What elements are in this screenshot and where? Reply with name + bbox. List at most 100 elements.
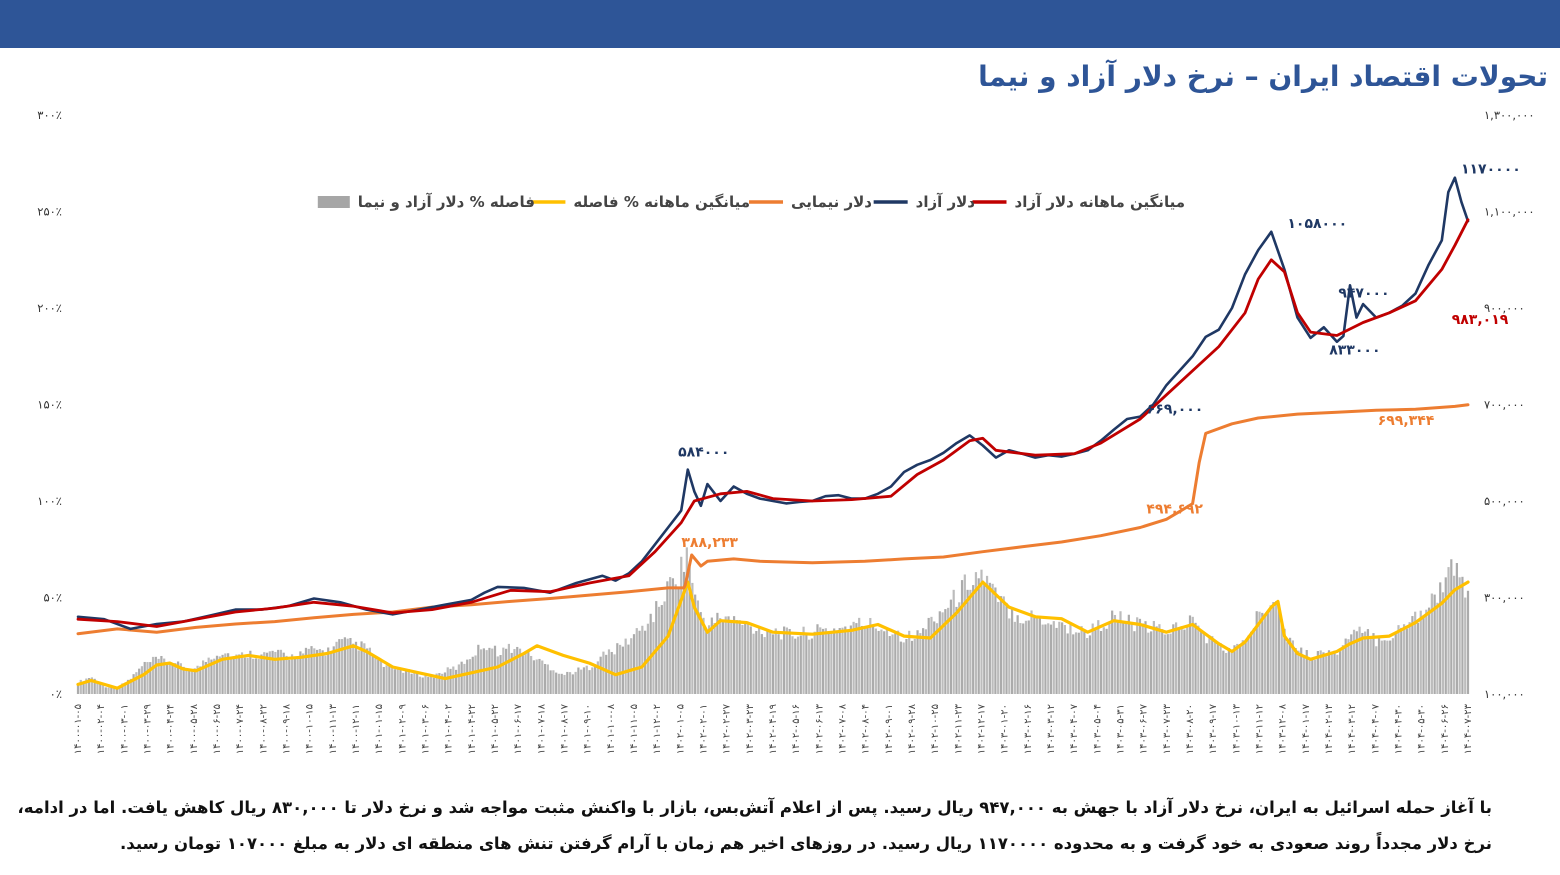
gap-bar <box>1258 611 1261 694</box>
gap-bar <box>466 659 469 694</box>
gap-bar <box>1397 625 1400 694</box>
annotation-label: ۱۱۷۰۰۰۰ <box>1461 162 1521 178</box>
gap-bar <box>527 650 530 694</box>
gap-bar <box>774 628 777 694</box>
gap-bar <box>1111 610 1114 694</box>
gap-bar <box>343 637 346 694</box>
gap-bar <box>110 686 113 694</box>
annotation-label: ۵۸۴۰۰۰ <box>678 444 729 460</box>
gap-bar <box>571 674 574 694</box>
gap-bar <box>641 625 644 694</box>
gap-bar <box>1430 593 1433 694</box>
gap-bar <box>335 641 338 694</box>
x-tick-label: ۱۴۰۱-۰۴-۰۲ <box>444 704 455 754</box>
left-axis-tick-label: ۲۰۰٪ <box>37 301 62 315</box>
gap-bar <box>1439 582 1442 694</box>
gap-bar <box>496 656 499 694</box>
gap-bar <box>1433 594 1436 694</box>
annotation-label: ۹۴۷۰۰۰ <box>1338 285 1389 301</box>
gap-bar <box>1233 645 1236 694</box>
x-tick-label: ۱۴۰۱-۰۲-۰۹ <box>397 704 408 754</box>
gap-bar <box>85 678 88 694</box>
gap-bar <box>933 621 936 694</box>
gap-bar <box>182 666 185 694</box>
gap-bar <box>949 599 953 694</box>
gap-bar <box>938 611 941 694</box>
gap-bar <box>735 620 738 694</box>
x-tick-label: ۱۴۰۰-۰۹-۱۸ <box>282 703 293 754</box>
gap-bar <box>252 658 255 694</box>
gap-bar <box>944 609 947 694</box>
gap-bar <box>296 658 299 694</box>
gap-bar <box>1288 637 1292 694</box>
gap-bar <box>165 662 169 694</box>
gap-bar <box>249 650 252 694</box>
gap-bar <box>1405 628 1408 694</box>
gap-bar <box>568 672 572 694</box>
gap-bar <box>1414 611 1417 694</box>
gap-bar <box>1319 650 1322 694</box>
x-tick-label: ۱۴۰۲-۰۷-۰۸ <box>838 703 849 754</box>
gap-bar <box>385 665 388 694</box>
gap-bar <box>780 639 783 694</box>
x-tick-label: ۱۴۰۴-۰۴-۰۷ <box>1370 703 1381 754</box>
nima-line <box>76 403 1470 636</box>
gap-bar <box>972 585 975 694</box>
x-tick-label: ۱۴۰۳-۰۶-۲۷ <box>1139 703 1150 754</box>
gap-bar <box>1216 643 1219 694</box>
header-bar <box>0 0 1560 48</box>
x-tick-label: ۱۴۰۳-۰۱-۲۰ <box>1000 704 1011 754</box>
gap-bar <box>79 679 82 694</box>
gap-bar <box>980 569 983 694</box>
gap-bar <box>543 663 547 694</box>
gap-bar <box>488 647 491 694</box>
gap-bar <box>1169 633 1172 694</box>
gap-bar <box>329 652 333 694</box>
gap-bar <box>327 647 330 694</box>
gap-bar <box>710 617 713 694</box>
gap-bar <box>1200 631 1203 694</box>
gap-bar <box>824 628 827 694</box>
gap-bar <box>1375 646 1378 694</box>
x-tick-label: ۱۴۰۱-۱۰-۰۸ <box>606 703 617 754</box>
gap-bar <box>1377 638 1381 694</box>
gap-bar <box>766 630 769 694</box>
gap-bar <box>521 655 524 694</box>
gap-bar <box>1163 634 1167 694</box>
gap-bar <box>1124 621 1128 694</box>
x-tick-label: ۱۴۰۲-۰۶-۱۳ <box>814 703 825 754</box>
gap-bar <box>313 648 316 694</box>
x-tick-label: ۱۴۰۲-۱۰-۲۵ <box>930 704 941 754</box>
gap-bar <box>310 646 313 694</box>
gap-bar <box>1019 623 1022 694</box>
gap-bar <box>265 652 269 694</box>
gap-bar <box>1113 614 1117 694</box>
gap-bar <box>1464 597 1467 694</box>
x-tick-label: ۱۴۰۰-۱۱-۱۳ <box>328 703 339 754</box>
gap-bar <box>1005 602 1008 694</box>
gap-bar <box>474 655 477 694</box>
gap-bar <box>1219 643 1222 694</box>
left-axis-tick-label: ۱۰۰٪ <box>37 494 62 508</box>
x-tick-label: ۱۴۰۳-۰۴-۰۷ <box>1069 703 1080 754</box>
gap-bar <box>121 683 124 694</box>
gap-bar <box>174 663 177 694</box>
gap-bar <box>591 667 594 694</box>
gap-bar <box>1147 632 1150 694</box>
page-title: تحولات اقتصاد ایران – نرخ دلار آزاد و نی… <box>978 60 1548 93</box>
gap-bar <box>193 668 196 694</box>
gap-bar <box>227 653 230 694</box>
gap-bar <box>188 668 191 694</box>
gap-bar <box>819 627 822 694</box>
gap-bar <box>532 660 536 694</box>
gap-bar <box>1130 622 1133 694</box>
gap-bar <box>449 668 452 694</box>
gap-bar <box>282 652 285 694</box>
gap-bar <box>1063 625 1066 694</box>
gap-bar <box>1180 626 1183 694</box>
gap-bar <box>132 674 135 694</box>
gap-bar <box>922 628 925 694</box>
gap-bar <box>1450 559 1453 694</box>
gap-bar <box>785 627 788 694</box>
gap-bar <box>1305 649 1308 694</box>
